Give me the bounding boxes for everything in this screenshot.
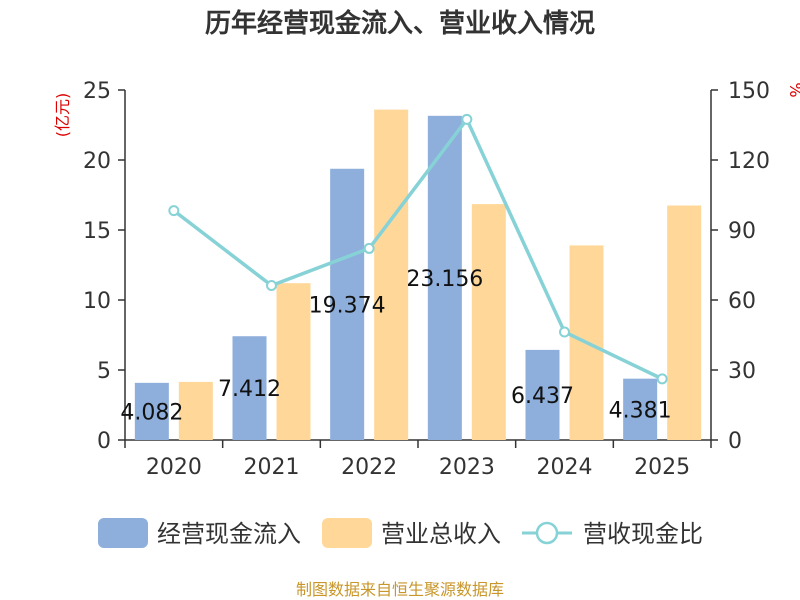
legend-label: 营业总收入	[381, 520, 501, 548]
data-label: 6.437	[511, 384, 574, 409]
legend-label: 经营现金流入	[157, 520, 301, 548]
legend-marker	[535, 521, 559, 545]
x-tick-label: 2022	[341, 455, 397, 480]
ratio-point	[656, 373, 668, 385]
x-tick-label: 2023	[439, 455, 495, 480]
data-label: 4.082	[120, 400, 183, 425]
right-tick-label: 60	[728, 289, 756, 314]
left-tick-label: 20	[83, 149, 111, 174]
ratio-point	[559, 326, 570, 338]
ratio-point	[461, 113, 473, 125]
chart-title: 历年经营现金流入、营业收入情况	[205, 8, 595, 39]
ratio-point	[266, 280, 277, 292]
x-tick-label: 2020	[146, 455, 202, 480]
left-tick-label: 10	[83, 289, 111, 314]
right-tick-label: 150	[728, 79, 770, 104]
data-label: 23.156	[406, 267, 483, 292]
x-tick-label: 2021	[244, 455, 300, 480]
left-tick-label: 15	[83, 219, 111, 244]
data-label: 4.381	[609, 398, 672, 423]
ratio-series-line	[172, 116, 663, 381]
x-tick-label: 2025	[634, 455, 690, 480]
bar	[232, 336, 267, 440]
ratio-point	[363, 242, 375, 254]
bar	[525, 349, 560, 440]
bar	[427, 115, 462, 440]
bar	[471, 204, 506, 440]
source-note: 制图数据来自恒生聚源数据库	[296, 580, 504, 599]
bar	[276, 283, 311, 440]
right-tick-label: 90	[728, 219, 756, 244]
bar	[134, 382, 169, 440]
legend: 经营现金流入 营业总收入 营收现金比	[98, 518, 703, 548]
right-tick-label: 30	[728, 359, 756, 384]
bar	[178, 381, 213, 440]
bar	[623, 378, 658, 440]
bars	[134, 109, 702, 440]
bar	[374, 109, 409, 440]
legend-swatch	[98, 518, 148, 548]
bar	[667, 205, 702, 440]
data-label: 7.412	[218, 377, 281, 402]
legend-label: 营收现金比	[583, 520, 703, 548]
left-tick-label: 25	[83, 79, 111, 104]
ratio-line	[168, 113, 668, 385]
ratio-point	[168, 205, 180, 217]
data-label: 19.374	[309, 293, 386, 318]
left-axis-unit: (亿元)	[53, 93, 72, 138]
x-tick-label: 2024	[537, 455, 593, 480]
right-axis-unit: %	[786, 82, 800, 97]
legend-swatch	[322, 518, 372, 548]
data-labels: 4.082 7.412 19.374 23.156 6.437 4.381	[120, 267, 671, 426]
left-tick-label: 5	[97, 359, 111, 384]
right-tick-label: 0	[728, 429, 742, 454]
left-tick-label: 0	[97, 429, 111, 454]
right-tick-label: 120	[728, 149, 770, 174]
bar	[330, 168, 365, 440]
